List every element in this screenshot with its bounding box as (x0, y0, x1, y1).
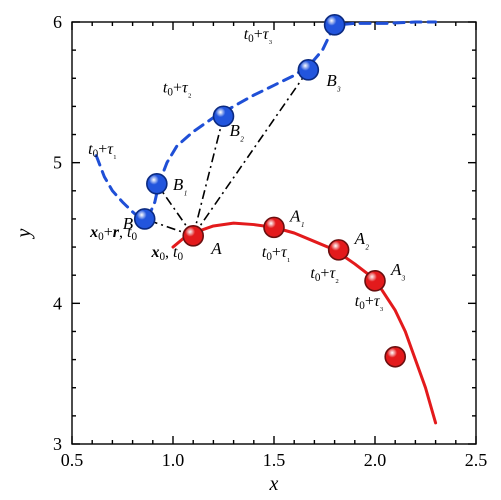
svg-text:x0+r, t0: x0+r, t0 (89, 224, 137, 243)
svg-text:0.5: 0.5 (61, 450, 84, 470)
svg-text:6: 6 (53, 12, 62, 32)
svg-text:A₁: A₁ (289, 206, 305, 227)
svg-text:y: y (13, 228, 35, 239)
svg-text:t0+τ₃: t0+τ₃ (355, 293, 384, 312)
svg-text:3: 3 (53, 434, 62, 454)
svg-text:A₃: A₃ (390, 260, 406, 281)
svg-text:x: x (269, 473, 279, 495)
svg-text:t0+τ₁: t0+τ₁ (262, 244, 291, 263)
svg-text:t0+τ₂: t0+τ₂ (310, 265, 339, 284)
svg-text:B₂: B₂ (230, 121, 245, 142)
svg-text:1.5: 1.5 (263, 450, 286, 470)
svg-text:A₂: A₂ (354, 229, 370, 250)
svg-text:x0, t0: x0, t0 (150, 244, 183, 263)
svg-text:4: 4 (53, 293, 62, 313)
svg-text:A: A (210, 239, 222, 258)
svg-text:2.0: 2.0 (364, 450, 387, 470)
svg-text:t0+τ₃: t0+τ₃ (244, 26, 273, 45)
svg-text:t0+τ₂: t0+τ₂ (163, 79, 192, 98)
svg-text:2.5: 2.5 (465, 450, 488, 470)
svg-text:B₃: B₃ (326, 71, 341, 92)
svg-text:5: 5 (53, 153, 62, 173)
svg-text:t0+τ₁: t0+τ₁ (88, 141, 117, 160)
svg-text:B₁: B₁ (173, 175, 188, 196)
trajectory-chart: 0.51.01.52.02.53456xyAA₁A₂A₃BB₁B₂B₃x0, t… (0, 0, 501, 500)
svg-text:1.0: 1.0 (162, 450, 185, 470)
